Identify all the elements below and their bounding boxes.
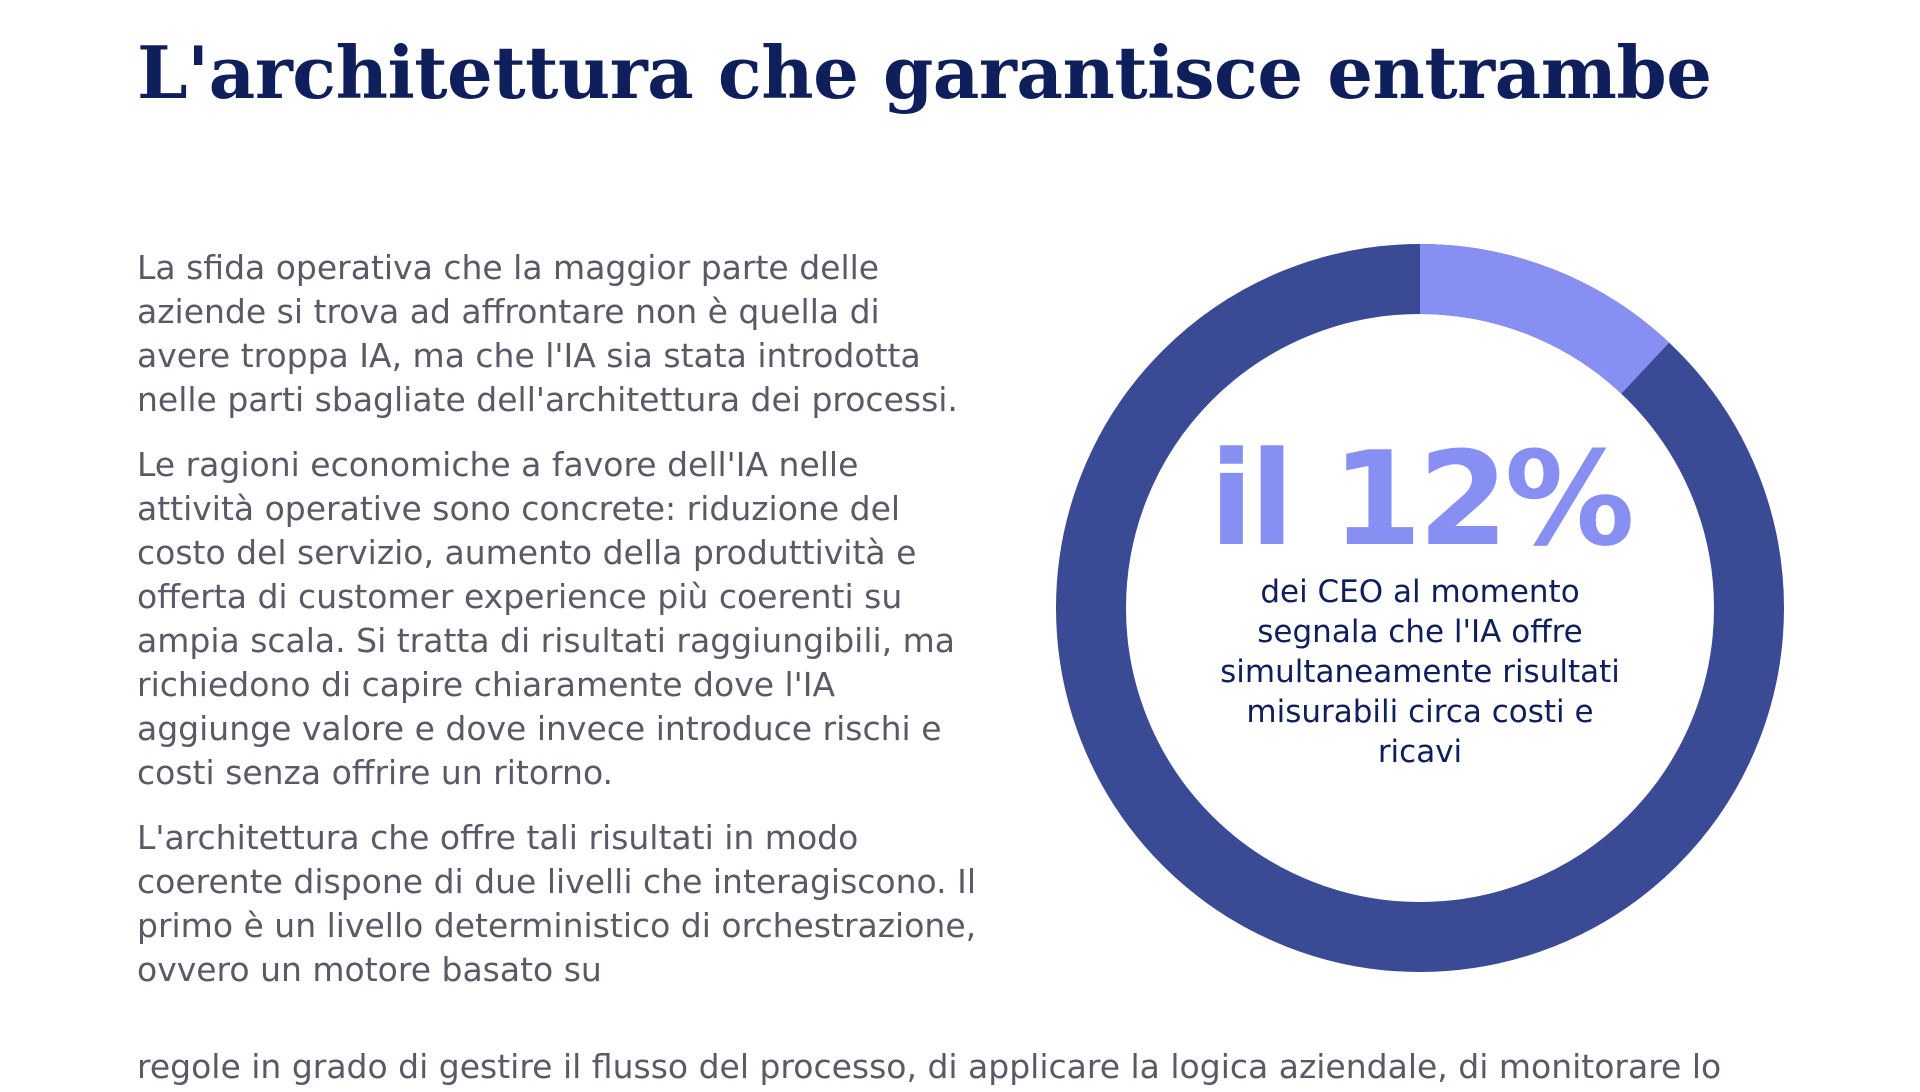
- body-column: La sfida operativa che la maggior parte …: [137, 246, 977, 992]
- paragraph-3: L'architettura che offre tali risultati …: [137, 818, 977, 989]
- stat-donut: il 12% dei CEO al momento segnala che l'…: [1056, 244, 1784, 972]
- stat-number: il 12%: [1209, 423, 1635, 575]
- paragraph-1: La sfida operativa che la maggior parte …: [137, 248, 958, 419]
- paragraph-2: Le ragioni economiche a favore dell'IA n…: [137, 445, 956, 792]
- stat-caption: dei CEO al momento segnala che l'IA offr…: [1220, 574, 1620, 770]
- paragraph-continuation: regole in grado di gestire il flusso del…: [137, 1047, 1722, 1086]
- donut-ring-highlight: [1056, 244, 1784, 972]
- page-title: L'architettura che garantisce entrambe: [137, 30, 1712, 115]
- donut-ring-graphic: [1056, 244, 1784, 972]
